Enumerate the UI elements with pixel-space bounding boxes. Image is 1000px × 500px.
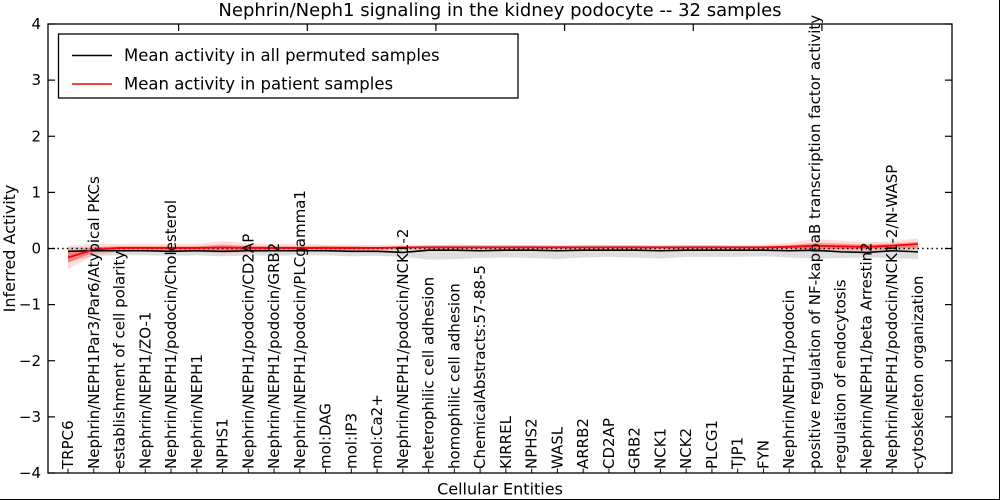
chart-title: Nephrin/Neph1 signaling in the kidney po… xyxy=(218,0,781,21)
x-tick-label: heterophilic cell adhesion xyxy=(420,277,438,469)
y-tick-label: 2 xyxy=(31,127,41,145)
y-axis-label: Inferred Activity xyxy=(0,185,19,313)
x-tick-label: GRB2 xyxy=(626,427,644,469)
x-tick-label: FYN xyxy=(754,440,772,469)
x-tick-label: Nephrin/NEPH1/podocin/PLCgamma1 xyxy=(291,190,309,469)
y-tick-label: 0 xyxy=(31,240,41,258)
x-tick-label: mol:Ca2+ xyxy=(368,394,386,469)
legend: Mean activity in all permuted samples Me… xyxy=(57,33,519,99)
legend-box xyxy=(57,33,519,99)
x-axis-label: Cellular Entities xyxy=(437,480,563,499)
y-tick-label: −1 xyxy=(19,296,41,314)
y-tick-label: 1 xyxy=(31,183,41,201)
x-tick-label: KIRREL xyxy=(497,415,515,469)
x-tick-label: TJP1 xyxy=(729,437,747,470)
x-tick-label: Nephrin/NEPH1/podocin/NCK1-2 xyxy=(394,229,412,469)
plot-border xyxy=(47,23,953,474)
x-tick-label: Nephrin/NEPH1/ZO-1 xyxy=(136,312,154,469)
x-tick-label: Nephrin/NEPH1/podocin/CD2AP xyxy=(239,234,257,469)
band-permuted-range xyxy=(68,244,918,263)
y-tick-label: 3 xyxy=(31,71,41,89)
x-tick-label: homophilic cell adhesion xyxy=(445,283,463,469)
x-tick-label: establishment of cell polarity xyxy=(111,251,129,469)
x-tick-label: ARRB2 xyxy=(574,418,592,469)
series-lines xyxy=(67,243,919,259)
x-tick-label: cytoskeleton organization xyxy=(909,276,927,469)
x-tick-label: Nephrin/NEPH1/podocin/NCK1-2/N-WASP xyxy=(883,165,901,469)
x-tick-label: TRPC6 xyxy=(59,420,77,470)
x-tick-label: mol:IP3 xyxy=(342,413,360,469)
x-tick-label: ChemicalAbstracts:57-88-5 xyxy=(471,265,489,469)
x-tick-label: Nephrin/NEPH1/podocin/Cholesterol xyxy=(162,200,180,469)
band-patient-range xyxy=(68,238,918,270)
confidence-bands xyxy=(68,238,918,270)
legend-label-patient: Mean activity in patient samples xyxy=(124,75,393,94)
y-tick-label: 4 xyxy=(31,15,41,33)
series-line-patient xyxy=(67,243,919,259)
x-tick-label: Nephrin/NEPH1/podocin/GRB2 xyxy=(265,243,283,469)
x-tick-label: Nephrin/NEPH1 xyxy=(188,354,206,469)
x-tick-label: positive regulation of NF-kappaB transcr… xyxy=(806,15,824,469)
x-tick-label: WASL xyxy=(548,426,566,469)
x-tick-label: regulation of endocytosis xyxy=(832,279,850,469)
x-tick-label: PLCG1 xyxy=(703,420,721,469)
y-tick-label: −4 xyxy=(19,464,41,482)
x-tick-label: NPHS2 xyxy=(523,418,541,469)
x-tick-label: CD2AP xyxy=(600,418,618,469)
y-tick-label: −3 xyxy=(19,408,41,426)
axis-ticks: 4 3 2 1 0 −1 −2 −3 −4 xyxy=(19,15,952,482)
x-tick-label: Nephrin/NEPH1Par3/Par6/Atypical PKCs xyxy=(85,176,103,469)
x-tick-label: Nephrin/NEPH1/beta Arrestin2 xyxy=(857,242,875,469)
y-tick-label: −2 xyxy=(19,352,41,370)
x-tick-labels: TRPC6 Nephrin/NEPH1Par3/Par6/Atypical PKC… xyxy=(59,15,927,470)
x-tick-label: mol:DAG xyxy=(317,403,335,469)
x-tick-label: NCK1 xyxy=(651,428,669,469)
x-tick-label: NPHS1 xyxy=(214,418,232,469)
series-line-permuted xyxy=(67,249,919,254)
x-tick-label: Nephrin/NEPH1/podocin xyxy=(780,290,798,469)
x-tick-label: NCK2 xyxy=(677,428,695,469)
legend-label-permuted: Mean activity in all permuted samples xyxy=(124,46,440,65)
